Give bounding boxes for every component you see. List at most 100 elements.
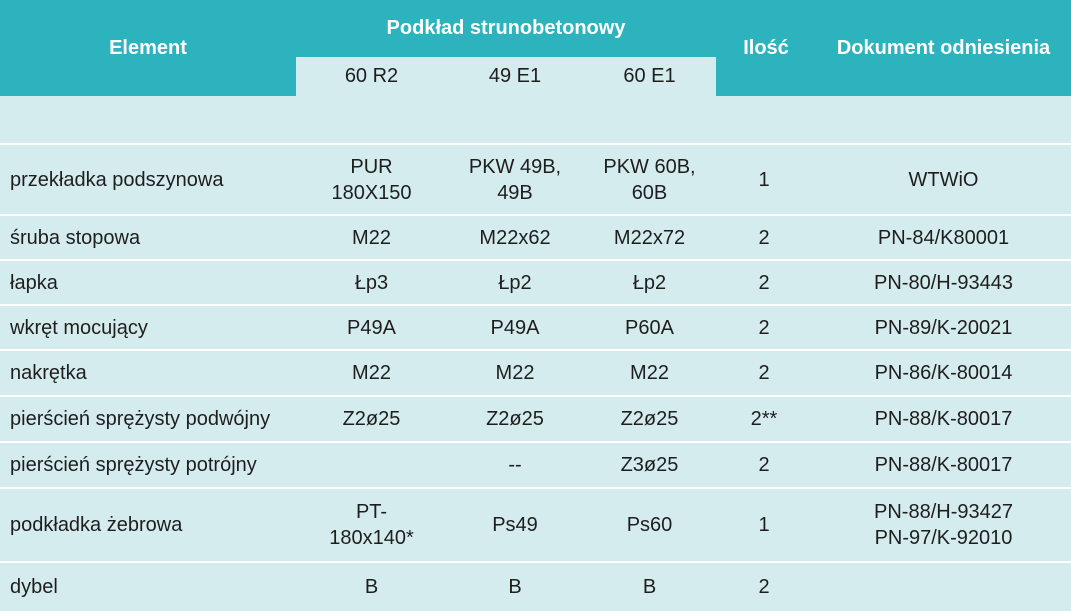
cell-60r2-line: Z2ø25 [342, 408, 401, 430]
cell-reference: PN-80/H-93443 [816, 261, 1071, 304]
cell-49e1-line: P49A [490, 316, 540, 339]
cell-reference: PN-89/K-20021 [816, 306, 1071, 349]
cell-60r2: PUR 180X150 [296, 145, 447, 214]
table-row: dybel B B B 2 [0, 561, 1071, 611]
cell-49e1: M22x62 [447, 216, 583, 259]
table-row: przekładka podszynowa PUR 180X150 PKW 49B, 4… [0, 143, 1071, 214]
cell-60e1: P60A [583, 306, 716, 349]
cell-49e1-line: M22x62 [479, 226, 551, 249]
cell-60e1: PKW 60B, 60B [583, 145, 716, 214]
header-reference: Dokument odniesienia [836, 36, 1051, 59]
cell-element: przekładka podszynowa [10, 168, 224, 191]
cell-60r2: M22 [296, 351, 447, 395]
cell-49e1-line: -- [508, 454, 522, 476]
cell-49e1-line: Łp2 [498, 271, 532, 294]
cell-49e1-line: Z2ø25 [486, 408, 544, 430]
cell-60r2-line: 180X150 [331, 181, 412, 204]
header-sleeper-group: Podkład strunobetonowy [386, 16, 626, 39]
cell-49e1: P49A [447, 306, 583, 349]
cell-reference-line: WTWiO [908, 168, 979, 191]
cell-60e1: M22 [583, 351, 716, 395]
cell-60r2-line: PT- [355, 501, 388, 523]
cell-element: pierścień sprężysty podwójny [10, 408, 271, 430]
cell-reference: PN-86/K-80014 [816, 351, 1071, 395]
cell-reference: PN-84/K80001 [816, 216, 1071, 259]
cell-quantity: 2 [758, 316, 770, 339]
cell-49e1-line: B [508, 576, 522, 598]
header-variant-60r2: 60 R2 [296, 57, 447, 96]
cell-60e1-line: Z2ø25 [620, 408, 679, 430]
cell-60r2: P49A [296, 306, 447, 349]
cell-element: dybel [10, 576, 58, 598]
cell-60e1: M22x72 [583, 216, 716, 259]
table-row: podkładka żebrowa PT- 180x140* Ps49 Ps60 1 PN-… [0, 487, 1071, 561]
cell-60r2: Łp3 [296, 261, 447, 304]
cell-reference: PN-88/K-80017 [816, 443, 1071, 487]
cell-reference [816, 563, 1071, 611]
cell-49e1: M22 [447, 351, 583, 395]
cell-reference-line: PN-88/K-80017 [874, 408, 1013, 430]
header-quantity: Ilość [743, 36, 789, 59]
cell-element: wkręt mocujący [10, 316, 148, 339]
cell-60e1-line: B [642, 576, 657, 598]
cell-reference-line: PN-80/H-93443 [874, 271, 1013, 294]
cell-quantity: 2 [758, 576, 770, 598]
table-row: wkręt mocujący P49A P49A P60A 2 PN-89/K-20021 [0, 304, 1071, 349]
cell-element: nakrętka [10, 362, 87, 384]
cell-60e1: Z3ø25 [583, 443, 716, 487]
cell-60r2-line: Łp3 [354, 271, 389, 294]
cell-49e1: Z2ø25 [447, 397, 583, 441]
header-variant-49e1: 49 E1 [447, 57, 583, 96]
cell-60r2-line: P49A [347, 316, 396, 339]
cell-element: podkładka żebrowa [10, 514, 183, 536]
cell-reference-line: PN-88/H-93427 [874, 501, 1013, 523]
cell-reference: PN-88/H-93427 PN-97/K-92010 [816, 489, 1071, 561]
table-row: pierścień sprężysty potrójny -- Z3ø25 2 PN-8… [0, 441, 1071, 487]
cell-reference-line: PN-86/K-80014 [874, 362, 1013, 384]
cell-element: śruba stopowa [10, 226, 141, 249]
cell-49e1-line: Ps49 [492, 514, 538, 536]
cell-element: łapka [10, 271, 58, 294]
cell-60r2-line: 180x140* [329, 527, 414, 549]
cell-60e1-line: Ps60 [626, 514, 673, 536]
cell-60e1: B [583, 563, 716, 611]
table-row: nakrętka M22 M22 M22 2 PN-86/K-80014 [0, 349, 1071, 395]
cell-60r2: M22 [296, 216, 447, 259]
cell-60e1: Łp2 [583, 261, 716, 304]
cell-reference-line: PN-89/K-20021 [874, 316, 1013, 339]
cell-60r2-line: M22 [352, 226, 391, 249]
cell-49e1-line: M22 [495, 362, 535, 384]
cell-reference-line: PN-97/K-92010 [874, 527, 1013, 549]
cell-60r2-line: B [364, 576, 379, 598]
cell-49e1: B [447, 563, 583, 611]
cell-60r2: PT- 180x140* [296, 489, 447, 561]
table-header: Element Podkład strunobetonowy 60 R2 49 … [0, 0, 1071, 96]
cell-60e1-line: P60A [625, 316, 674, 339]
cell-60r2: Z2ø25 [296, 397, 447, 441]
table-row: śruba stopowa M22 M22x62 M22x72 2 PN-84/K8000… [0, 214, 1071, 259]
cell-quantity: 2 [758, 362, 770, 384]
cell-reference-line: PN-84/K80001 [877, 226, 1010, 249]
cell-quantity: 1 [758, 514, 770, 536]
cell-reference: WTWiO [816, 145, 1071, 214]
cell-element: pierścień sprężysty potrójny [10, 454, 257, 476]
cell-quantity: 2 [758, 271, 770, 294]
cell-49e1: Ps49 [447, 489, 583, 561]
cell-60e1-line: Łp2 [632, 271, 667, 294]
cell-60r2-line: M22 [352, 362, 391, 384]
cell-quantity: 2 [758, 454, 770, 476]
header-variant-60e1: 60 E1 [583, 57, 716, 96]
cell-60r2: B [296, 563, 447, 611]
cell-49e1-line: 49B [497, 181, 533, 204]
cell-reference-line: PN-88/K-80017 [874, 454, 1013, 476]
cell-quantity: 1 [758, 168, 770, 191]
header-element: Element [109, 36, 187, 59]
cell-60r2-line: PUR [350, 155, 393, 178]
cell-quantity: 2** [750, 408, 778, 430]
cell-49e1: -- [447, 443, 583, 487]
cell-60e1: Z2ø25 [583, 397, 716, 441]
cell-49e1: PKW 49B, 49B [447, 145, 583, 214]
cell-60e1-line: Z3ø25 [620, 454, 679, 476]
cell-quantity: 2 [758, 226, 770, 249]
